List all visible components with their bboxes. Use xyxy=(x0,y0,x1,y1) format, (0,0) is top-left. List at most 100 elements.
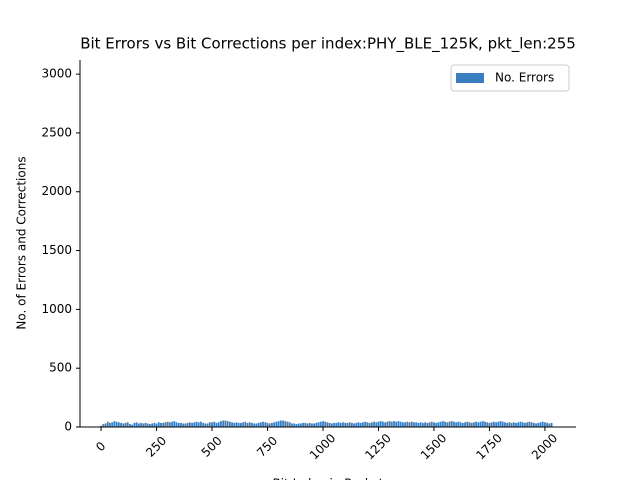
bar xyxy=(497,421,500,427)
bar xyxy=(481,421,484,427)
bar xyxy=(499,421,502,427)
bar xyxy=(362,422,364,427)
bar xyxy=(129,424,131,427)
bar xyxy=(421,422,424,427)
bar xyxy=(102,424,105,427)
legend-label: No. Errors xyxy=(495,71,554,85)
bar xyxy=(126,422,129,427)
bar xyxy=(344,422,347,427)
bar xyxy=(544,422,546,427)
bar xyxy=(546,422,549,427)
bar xyxy=(475,421,478,427)
bar xyxy=(355,422,358,427)
bar xyxy=(512,422,515,427)
bar xyxy=(348,422,351,427)
bar xyxy=(530,422,533,427)
x-tick-label: 0 xyxy=(93,439,108,454)
bar xyxy=(510,422,513,427)
bar xyxy=(308,422,311,427)
bar xyxy=(379,421,382,427)
bar xyxy=(473,422,475,427)
bar xyxy=(246,422,249,427)
bar xyxy=(539,422,542,427)
bar xyxy=(306,423,309,427)
legend-swatch xyxy=(456,73,484,83)
bar xyxy=(197,422,200,427)
bar xyxy=(466,421,469,427)
bar xyxy=(262,421,264,427)
bar xyxy=(155,423,158,427)
bar xyxy=(295,424,298,427)
bar xyxy=(109,422,111,427)
bar xyxy=(233,422,236,427)
y-tick-label: 0 xyxy=(64,420,72,434)
bar xyxy=(550,422,553,427)
bar xyxy=(441,421,444,427)
bar xyxy=(495,422,497,427)
bar xyxy=(404,422,407,427)
bar xyxy=(364,421,367,427)
bar xyxy=(271,422,273,427)
bar xyxy=(313,423,316,427)
bar xyxy=(160,422,162,427)
y-tick-label: 2500 xyxy=(41,125,72,139)
bar xyxy=(202,422,205,427)
x-tick-label: 1000 xyxy=(307,431,338,462)
bar xyxy=(470,422,473,427)
bar xyxy=(240,422,242,427)
legend-box xyxy=(450,64,570,92)
bar xyxy=(122,423,125,427)
bar xyxy=(337,422,340,427)
y-tick-label: 500 xyxy=(49,361,72,375)
bar xyxy=(377,421,380,427)
bar xyxy=(117,422,120,427)
bar xyxy=(151,423,154,427)
bar xyxy=(375,422,378,427)
bar xyxy=(248,422,251,427)
bar xyxy=(235,422,238,427)
bar xyxy=(402,422,404,427)
bar xyxy=(104,423,107,427)
bar xyxy=(413,422,415,427)
bar xyxy=(284,421,287,427)
bar xyxy=(319,421,322,427)
bar xyxy=(446,422,449,427)
bar xyxy=(424,422,426,427)
bar xyxy=(537,422,540,427)
bar xyxy=(450,421,453,427)
bar xyxy=(266,422,269,427)
bar xyxy=(144,422,147,427)
bar xyxy=(457,421,460,427)
y-tick-label: 1500 xyxy=(41,243,72,257)
bar xyxy=(488,422,491,427)
bar xyxy=(288,422,291,427)
bar xyxy=(373,421,375,427)
bar xyxy=(211,422,213,427)
bar xyxy=(180,422,182,427)
bar xyxy=(370,422,373,427)
bar xyxy=(541,421,544,427)
bar xyxy=(153,422,156,427)
bar xyxy=(268,423,271,427)
bar xyxy=(384,422,387,427)
bar xyxy=(149,424,151,427)
bar xyxy=(168,422,171,427)
bar xyxy=(166,421,169,427)
bar xyxy=(359,422,362,427)
bar xyxy=(220,421,222,427)
bar xyxy=(515,422,517,427)
bar xyxy=(242,422,245,427)
bar xyxy=(342,422,344,427)
bar xyxy=(133,422,136,427)
bar xyxy=(222,420,225,427)
bar xyxy=(282,420,284,427)
bar xyxy=(464,422,466,427)
bar xyxy=(526,422,529,427)
bar xyxy=(448,421,451,427)
bar xyxy=(175,422,178,427)
bar xyxy=(173,421,176,427)
bar xyxy=(328,422,331,427)
bar xyxy=(191,422,193,427)
bar xyxy=(113,421,116,427)
